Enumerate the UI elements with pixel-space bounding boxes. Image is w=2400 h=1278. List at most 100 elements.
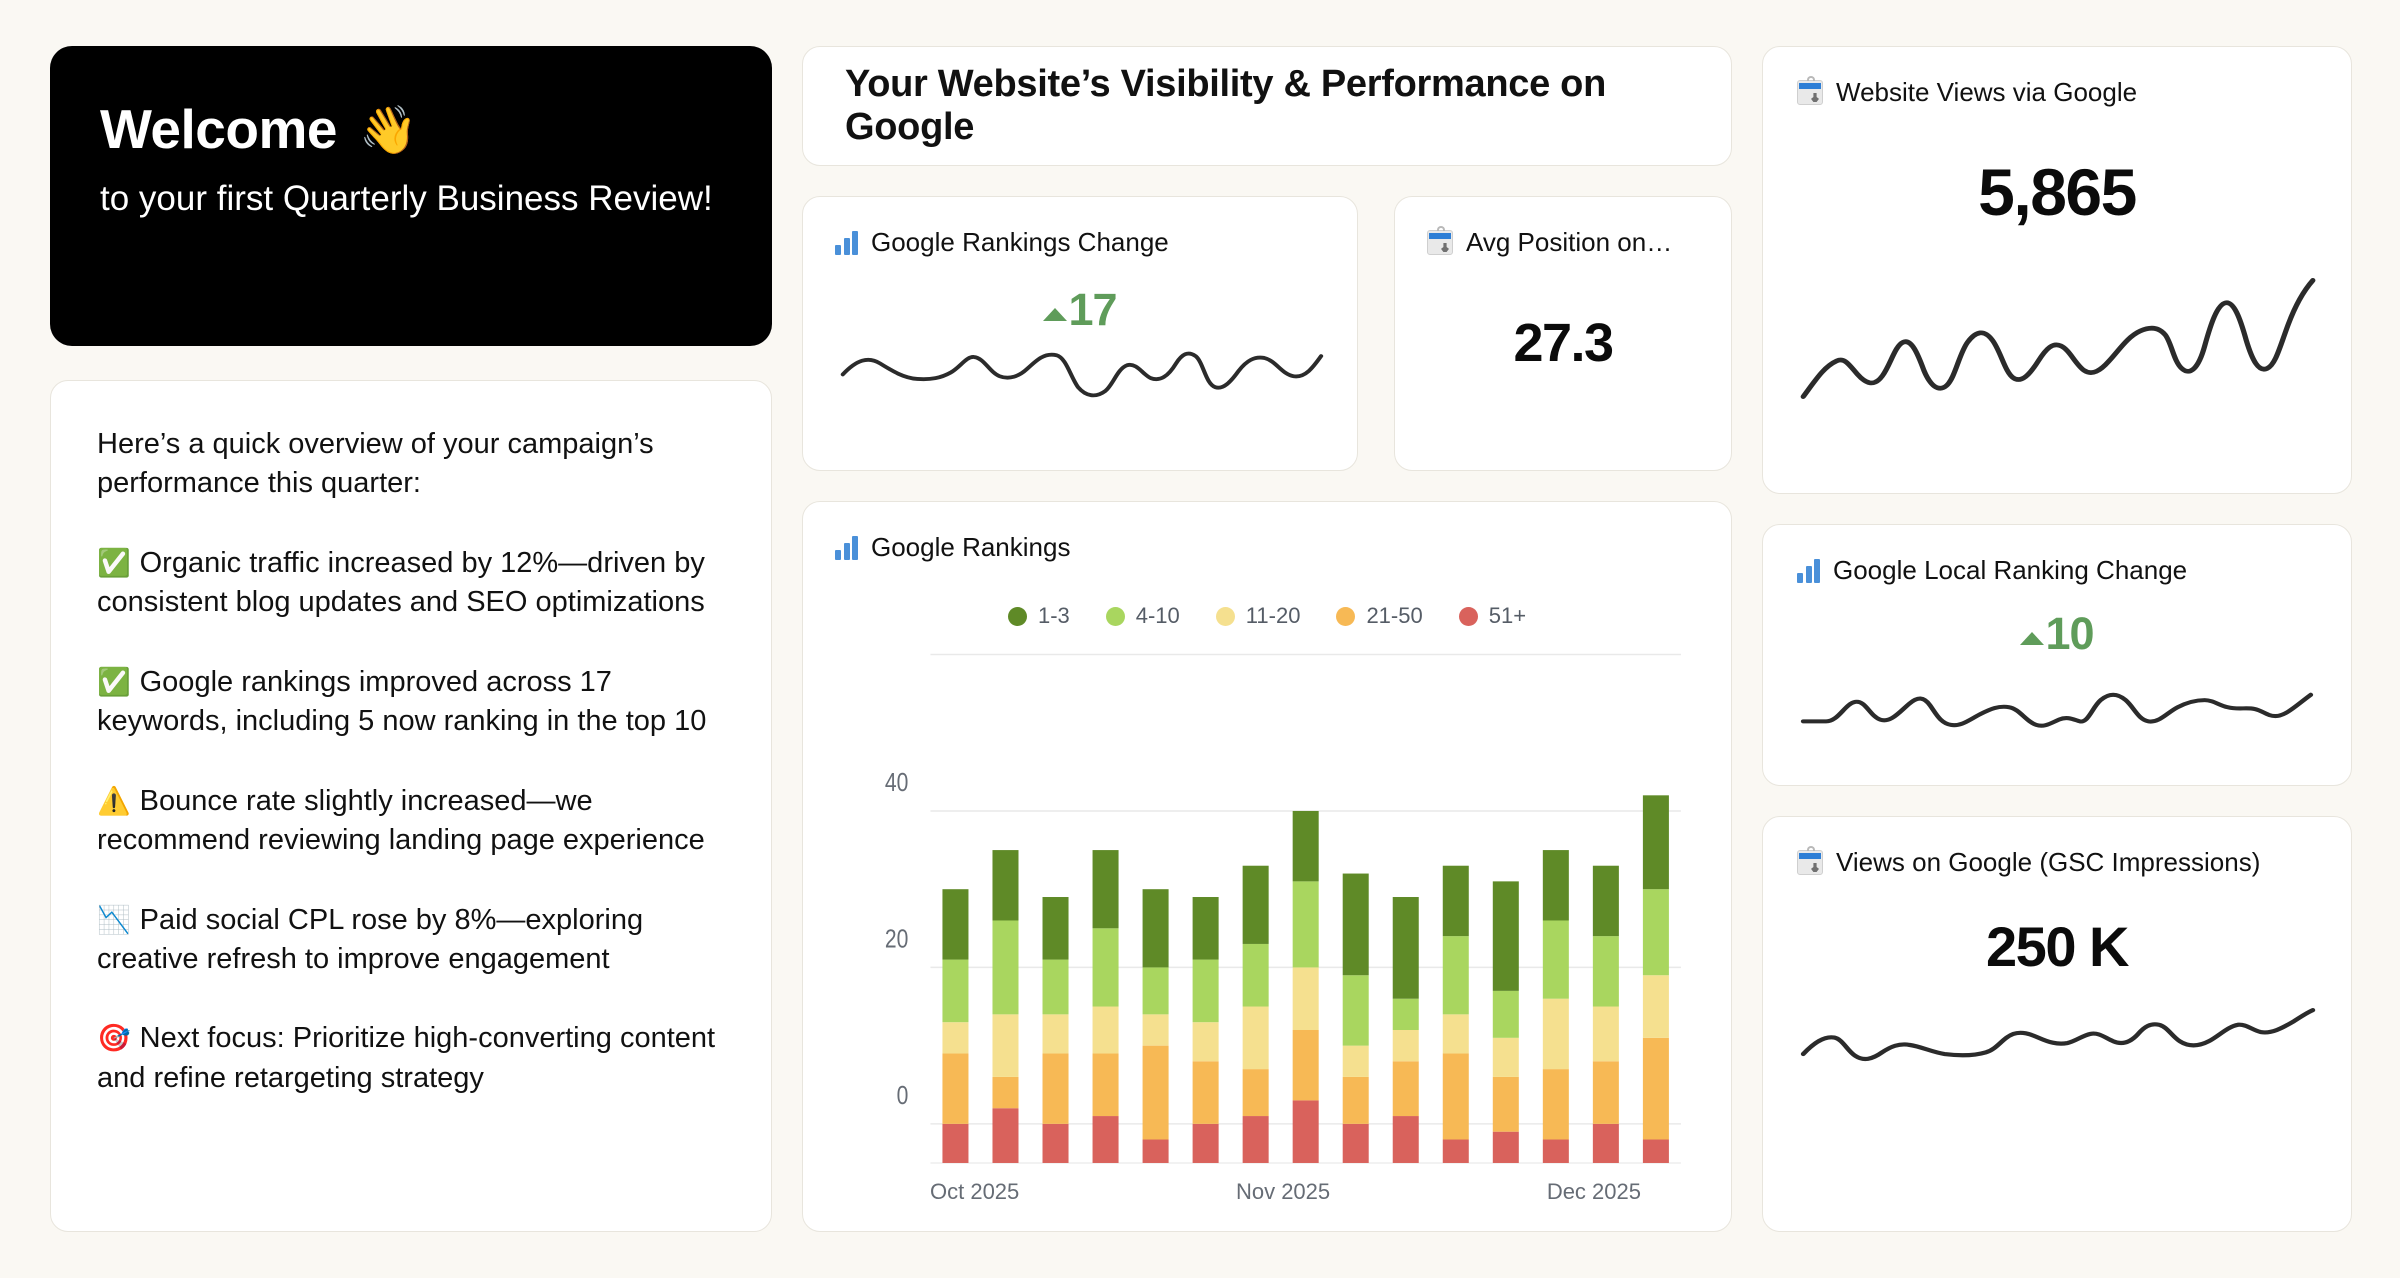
chart-plot-area: 0204060 [835, 647, 1699, 1173]
bar-segment [1192, 897, 1219, 960]
bar-segment [1542, 920, 1569, 999]
web-tool-icon [1427, 226, 1453, 255]
chart-legend: 1-3 4-10 11-20 21-50 51+ [835, 603, 1699, 629]
chart-decreasing-icon: 📉 [97, 904, 131, 935]
bar-segment [1492, 1037, 1519, 1077]
summary-card: Here’s a quick overview of your campaign… [50, 380, 772, 1232]
legend-label: 51+ [1488, 603, 1527, 628]
card-header: Google Local Ranking Change [1797, 555, 2317, 586]
chart-bar[interactable] [1192, 897, 1219, 1163]
target-icon: 🎯 [97, 1023, 131, 1054]
bar-segment [1142, 967, 1169, 1015]
bar-segment [1442, 865, 1469, 937]
bar-segment [1592, 1123, 1619, 1163]
bar-segment [942, 959, 969, 1023]
web-tool-icon [1797, 846, 1823, 875]
card-header: Google Rankings Change [835, 227, 1325, 258]
bar-segment [1292, 1029, 1319, 1101]
bar-segment [1192, 1022, 1219, 1062]
bar-segment [992, 1108, 1019, 1163]
bar-chart-icon [1797, 558, 1820, 583]
card-label: Website Views via Google [1836, 77, 2138, 107]
chart-x-axis: Oct 2025 Nov 2025 Dec 2025 [835, 1179, 1699, 1205]
sparkline-gsc-impressions [1800, 1008, 2316, 1062]
legend-item[interactable]: 21-50 [1336, 603, 1423, 629]
bar-segment [1642, 1037, 1669, 1140]
legend-item[interactable]: 1-3 [1007, 603, 1070, 629]
bar-segment [1392, 1116, 1419, 1163]
chart-bar[interactable] [1142, 889, 1169, 1163]
chart-bar[interactable] [1092, 850, 1119, 1163]
chart-bar[interactable] [1542, 850, 1569, 1163]
bar-segment [1342, 1123, 1369, 1163]
y-tick-label: 20 [885, 924, 908, 954]
chart-bar[interactable] [942, 889, 969, 1163]
bar-segment [1592, 936, 1619, 1007]
list-item: ✅ Organic traffic increased by 12%—driven… [97, 544, 725, 623]
metric-value: 17 [1068, 284, 1117, 335]
bar-segment [1092, 928, 1119, 1007]
bar-chart-icon [835, 230, 858, 255]
warning-icon: ⚠️ [97, 785, 131, 816]
x-tick-label: Oct 2025 [930, 1179, 1020, 1204]
chart-bar[interactable] [1442, 865, 1469, 1163]
metric-card-gsc-impressions[interactable]: Views on Google (GSC Impressions) 250 K [1762, 816, 2352, 1232]
metric-card-google-rankings-change[interactable]: Google Rankings Change 17 [802, 196, 1358, 471]
list-item-text: Google rankings improved across 17 keywo… [97, 665, 707, 738]
bar-segment [992, 1076, 1019, 1109]
list-item: 🎯 Next focus: Prioritize high-converting … [97, 1019, 725, 1098]
list-item-text: Bounce rate slightly increased—we recomm… [97, 784, 705, 857]
bar-segment [1642, 795, 1669, 890]
welcome-title-text: Welcome [100, 98, 337, 160]
card-header: Views on Google (GSC Impressions) [1797, 846, 2317, 878]
metric-value: 27.3 [1513, 313, 1614, 373]
chart-bar[interactable] [1342, 873, 1369, 1163]
metric-card-avg-position[interactable]: Avg Position on… 27.3 [1394, 196, 1732, 471]
card-label: Views on Google (GSC Impressions) [1836, 847, 2261, 877]
legend-label: 1-3 [1037, 603, 1070, 628]
chart-bar[interactable] [1592, 865, 1619, 1163]
chart-bar[interactable] [1042, 897, 1069, 1163]
bar-segment [1042, 1123, 1069, 1163]
list-item-text: Organic traffic increased by 12%—driven … [97, 546, 705, 619]
bar-segment [1392, 998, 1419, 1030]
bar-segment [1492, 1131, 1519, 1163]
chart-bar[interactable] [1292, 810, 1319, 1163]
right-column: Website Views via Google 5,865 Google Lo… [1762, 46, 2352, 1232]
bar-segment [1192, 1061, 1219, 1124]
legend-item[interactable]: 51+ [1458, 603, 1527, 629]
triangle-up-icon [1043, 308, 1068, 321]
google-rankings-chart-card[interactable]: Google Rankings 1-3 4-10 11-20 21-50 [802, 501, 1732, 1232]
middle-column: Your Website’s Visibility & Performance … [802, 46, 1732, 1232]
chart-bar[interactable] [1392, 897, 1419, 1163]
bar-segment [1442, 1053, 1469, 1140]
chart-bar[interactable] [992, 850, 1019, 1163]
bar-segment [1192, 959, 1219, 1023]
bar-segment [1642, 1139, 1669, 1163]
bar-segment [1042, 897, 1069, 960]
bar-segment [1042, 1053, 1069, 1124]
legend-item[interactable]: 4-10 [1105, 603, 1180, 629]
bar-segment [1142, 1045, 1169, 1140]
metric-card-website-views[interactable]: Website Views via Google 5,865 [1762, 46, 2352, 494]
chart-bar[interactable] [1242, 865, 1269, 1163]
bar-chart-icon [835, 535, 858, 560]
chart-bar[interactable] [1492, 881, 1519, 1163]
legend-label: 11-20 [1245, 603, 1301, 628]
legend-swatch [1215, 606, 1235, 626]
legend-item[interactable]: 11-20 [1215, 603, 1301, 629]
card-header: Google Rankings [835, 532, 1699, 563]
metric-card-local-ranking-change[interactable]: Google Local Ranking Change 10 [1762, 524, 2352, 786]
sparkline-rankings-change [840, 351, 1324, 398]
bar-segment [1642, 889, 1669, 976]
bar-segment [1092, 1006, 1119, 1054]
metric-value: 250 K [1986, 915, 2129, 978]
y-tick-label: 40 [885, 768, 908, 798]
bar-segment [1242, 1069, 1269, 1117]
card-label: Avg Position on… [1466, 227, 1673, 257]
bar-segment [1342, 873, 1369, 976]
chart-bar[interactable] [1642, 795, 1669, 1163]
card-label: Google Rankings [871, 532, 1071, 562]
left-column: Welcome 👋 to your first Quarterly Busine… [50, 46, 772, 1232]
bar-segment [1442, 1014, 1469, 1054]
